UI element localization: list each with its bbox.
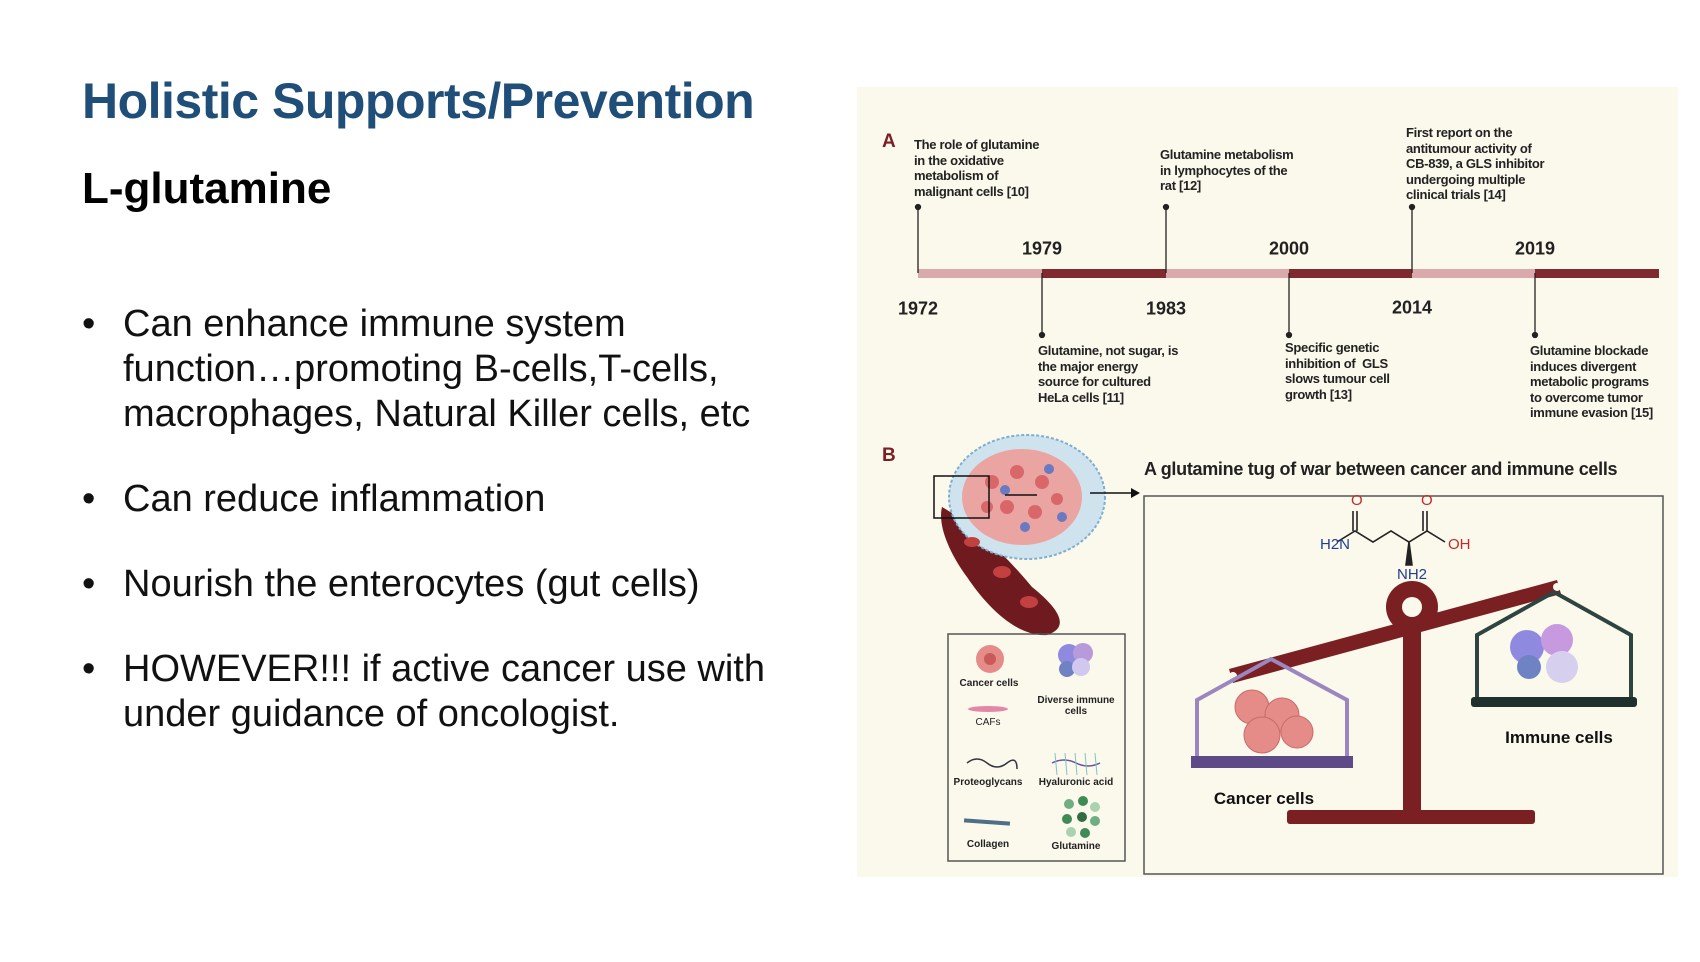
molecule-nh2: NH2: [1397, 566, 1428, 583]
timeline-segment: [1166, 269, 1289, 278]
legend-cafs: CAFs: [975, 717, 1001, 728]
timeline-event-2000: Specific genetic inhibition of GLS slows…: [1285, 340, 1390, 402]
balance-scale: [1191, 580, 1637, 824]
timeline-segment: [918, 269, 1042, 278]
timeline-segment: [1042, 269, 1166, 278]
bullet-item: HOWEVER!!! if active cancer use with und…: [82, 647, 782, 737]
legend-cancer-cells: Cancer cells: [959, 678, 1019, 689]
slide-subtitle: L-glutamine: [82, 164, 332, 213]
glutamine-figure: A The role of glutamine in the oxidative…: [857, 87, 1678, 877]
slide-title: Holistic Supports/Prevention: [82, 73, 755, 129]
year-label: 1983: [1145, 298, 1187, 319]
molecule-o: O: [1421, 492, 1433, 509]
cancer-cells-pan-label: Cancer cells: [1213, 789, 1315, 808]
legend-box: [947, 633, 1126, 862]
panel-b-title: A glutamine tug of war between cancer an…: [1144, 459, 1618, 479]
timeline-event-2019: Glutamine blockade induces divergent met…: [1530, 343, 1653, 421]
timeline-event-1983: Glutamine metabolism in lymphocytes of t…: [1160, 147, 1294, 194]
legend-proteoglycans: Proteoglycans: [953, 777, 1023, 788]
legend-hyaluronic-acid: Hyaluronic acid: [1038, 777, 1114, 788]
bullet-item: Nourish the enterocytes (gut cells): [82, 562, 782, 607]
timeline-segment: [1289, 269, 1412, 278]
year-label: 1979: [1021, 238, 1063, 259]
year-label: 2019: [1514, 238, 1556, 259]
timeline-event-1979: Glutamine, not sugar, is the major energ…: [1038, 343, 1179, 405]
bullet-item: Can enhance immune system function…promo…: [82, 302, 782, 437]
legend-collagen: Collagen: [966, 839, 1010, 850]
tug-of-war-box: [1143, 495, 1664, 875]
timeline-segment: [1412, 269, 1535, 278]
legend-glutamine: Glutamine: [1051, 841, 1101, 852]
year-label: 2000: [1268, 238, 1310, 259]
timeline: [914, 203, 1659, 339]
panel-a-letter: A: [882, 131, 896, 152]
timeline-event-1972: The role of glutamine in the oxidative m…: [914, 137, 1040, 199]
molecule-o: O: [1351, 492, 1363, 509]
bullet-item: Can reduce inflammation: [82, 477, 782, 522]
tumor-blood-vessel-illustration: [933, 434, 1140, 636]
legend-immune-cells: Diverse immune cells: [1037, 695, 1115, 717]
glutamine-molecule: [1336, 511, 1446, 566]
year-label: 1972: [897, 298, 939, 319]
immune-cells-pan-label: Immune cells: [1505, 728, 1613, 747]
legend-icons: [963, 643, 1101, 838]
timeline-event-2014: First report on the antitumour activity …: [1406, 125, 1545, 203]
molecule-oh: OH: [1448, 536, 1471, 553]
panel-b-letter: B: [882, 445, 896, 466]
year-label: 2014: [1391, 297, 1433, 318]
molecule-h2n: H2N: [1320, 536, 1351, 553]
figure-graphics: [914, 203, 1664, 875]
timeline-segment: [1535, 269, 1659, 278]
bullet-list: Can enhance immune system function…promo…: [82, 302, 782, 777]
